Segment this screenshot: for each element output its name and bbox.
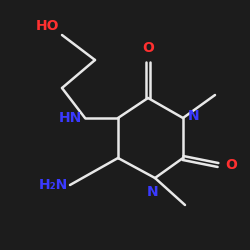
Text: H₂N: H₂N — [38, 178, 68, 192]
Text: N: N — [147, 186, 158, 200]
Text: HO: HO — [36, 18, 60, 32]
Text: O: O — [142, 40, 154, 54]
Text: HN: HN — [59, 111, 82, 125]
Text: N: N — [188, 108, 200, 122]
Text: O: O — [226, 158, 237, 172]
